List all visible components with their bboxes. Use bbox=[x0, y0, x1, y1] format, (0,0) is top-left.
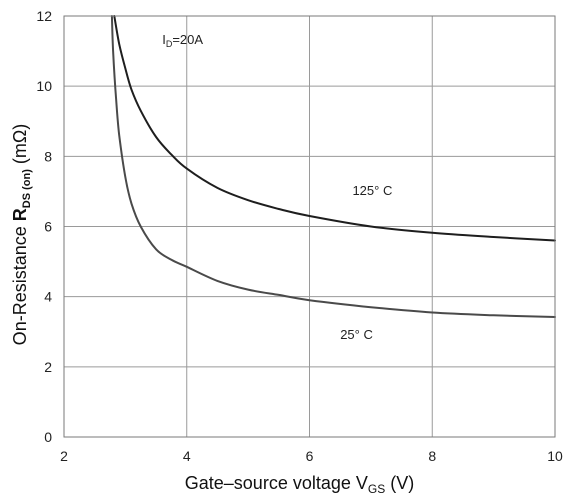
series-labels: 125° C 25° C bbox=[340, 183, 392, 342]
y-tick-label: 12 bbox=[36, 8, 52, 24]
series-line-125c-label: 125° C bbox=[352, 183, 392, 198]
y-tick-label: 10 bbox=[36, 78, 52, 94]
y-tick-label: 2 bbox=[44, 359, 52, 375]
x-tick-label: 2 bbox=[60, 448, 68, 464]
plot-frame bbox=[63, 15, 556, 438]
series-line-25c-label: 25° C bbox=[340, 327, 373, 342]
x-axis-title: Gate–source voltage VGS (V) bbox=[185, 473, 414, 496]
x-tick-label: 6 bbox=[306, 448, 314, 464]
y-tick-label: 8 bbox=[44, 148, 52, 164]
x-tick-label: 4 bbox=[183, 448, 191, 464]
series-line-25c bbox=[110, 15, 556, 318]
x-tick-label: 8 bbox=[428, 448, 436, 464]
grid bbox=[64, 16, 555, 437]
series-line-125c bbox=[113, 15, 556, 242]
y-axis-title: On-Resistance RDS (on) (mΩ) bbox=[10, 124, 33, 346]
y-tick-label: 4 bbox=[44, 289, 52, 305]
condition-annotation: ID=20A bbox=[162, 32, 203, 49]
y-tick-label: 0 bbox=[44, 429, 52, 445]
y-tick-label: 6 bbox=[44, 219, 52, 235]
x-tick-label: 10 bbox=[547, 448, 563, 464]
series-layer bbox=[110, 15, 556, 318]
